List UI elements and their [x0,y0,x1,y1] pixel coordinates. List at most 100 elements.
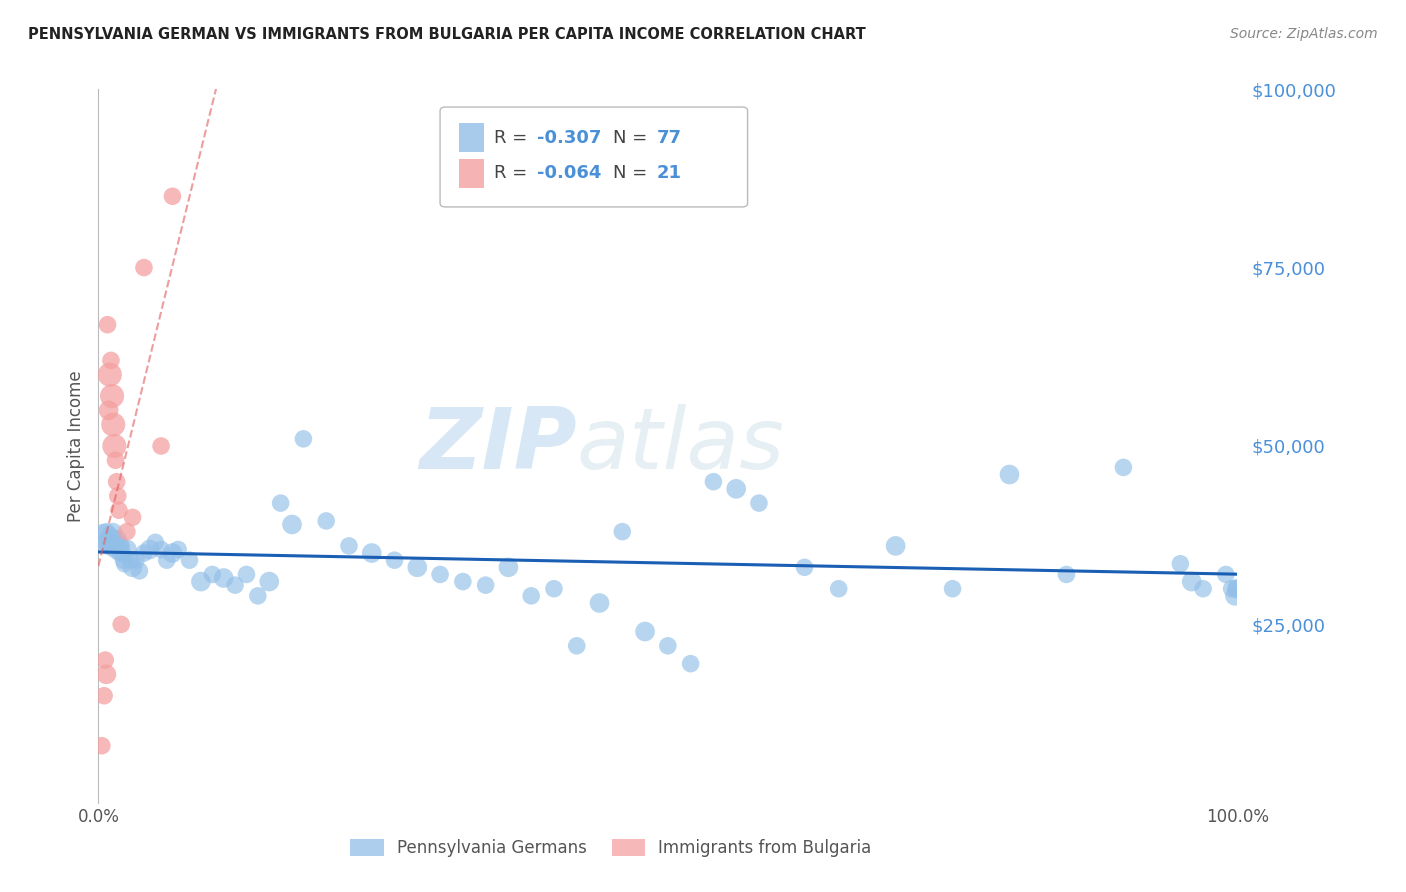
Point [132,260,155,275]
Point [112,553,135,567]
FancyBboxPatch shape [440,107,748,207]
Point [94,535,117,549]
Point [429,567,451,582]
Point [179,553,201,567]
Point [108,503,131,517]
Point [884,539,907,553]
Text: R =: R = [494,164,533,182]
Legend: Pennsylvania Germans, Immigrants from Bulgaria: Pennsylvania Germans, Immigrants from Bu… [342,831,880,866]
Point [96,524,118,539]
Text: N =: N = [613,128,654,146]
Point [235,567,257,582]
Point [702,475,724,489]
Text: ZIP: ZIP [419,404,576,488]
Point [103,532,125,546]
Point [101,532,124,546]
Point [162,189,184,203]
Point [98,368,121,382]
Point [657,639,679,653]
Text: 77: 77 [657,128,682,146]
Point [337,539,360,553]
Point [108,546,131,560]
Point [104,535,127,549]
Point [1215,567,1237,582]
Point [156,553,179,567]
Point [115,542,138,557]
Point [103,524,125,539]
Text: -0.307: -0.307 [537,128,602,146]
Point [259,574,281,589]
Point [998,467,1021,482]
Point [110,617,132,632]
Point [292,432,315,446]
Point [100,353,122,368]
Point [748,496,770,510]
Point [634,624,657,639]
Point [94,653,117,667]
Point [1225,582,1247,596]
Bar [460,159,485,187]
Point [120,553,142,567]
Point [543,582,565,596]
Point [107,532,129,546]
Point [679,657,702,671]
Point [105,475,128,489]
Point [793,560,815,574]
Point [1170,557,1192,571]
Point [97,539,120,553]
Point [565,639,588,653]
Point [100,539,122,553]
Point [360,546,382,560]
Point [98,528,121,542]
Point [212,571,235,585]
Point [246,589,269,603]
Point [1226,582,1249,596]
Point [150,542,173,557]
Point [128,564,150,578]
Point [138,542,160,557]
Point [91,532,114,546]
Text: atlas: atlas [576,404,785,488]
Point [520,589,543,603]
Point [96,318,118,332]
Point [281,517,304,532]
Point [384,553,406,567]
Point [1181,574,1204,589]
Point [1223,589,1246,603]
Point [107,489,129,503]
Point [588,596,610,610]
Point [474,578,496,592]
Point [125,553,148,567]
Point [101,389,124,403]
Point [132,546,155,560]
Point [406,560,429,574]
Text: -0.064: -0.064 [537,164,602,182]
Point [110,539,132,553]
Bar [460,123,485,152]
Point [942,582,965,596]
Y-axis label: Per Capita Income: Per Capita Income [66,370,84,522]
Point [167,542,190,557]
Point [145,535,167,549]
Point [451,574,474,589]
Point [103,439,125,453]
Point [1112,460,1135,475]
Point [224,578,246,592]
Point [105,542,128,557]
Text: 21: 21 [657,164,682,182]
Point [201,567,224,582]
Point [498,560,520,574]
Point [725,482,748,496]
Point [90,739,112,753]
Point [103,417,125,432]
Point [93,689,115,703]
Point [104,453,127,467]
Point [828,582,851,596]
Text: R =: R = [494,128,533,146]
Text: PENNSYLVANIA GERMAN VS IMMIGRANTS FROM BULGARIA PER CAPITA INCOME CORRELATION CH: PENNSYLVANIA GERMAN VS IMMIGRANTS FROM B… [28,27,866,42]
Point [96,667,118,681]
Point [96,532,118,546]
Point [121,560,143,574]
Point [612,524,634,539]
Text: N =: N = [613,164,654,182]
